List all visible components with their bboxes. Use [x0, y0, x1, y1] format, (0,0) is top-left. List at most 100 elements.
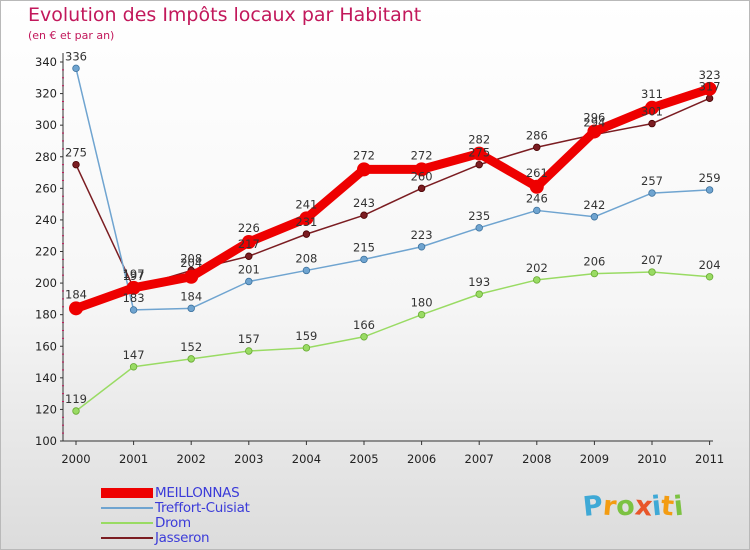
data-point-drom: [187, 355, 195, 363]
data-point-treffort-cuisiat: [705, 186, 714, 194]
data-label-meillonnas: 296: [583, 110, 605, 124]
data-point-treffort-cuisiat: [302, 266, 311, 275]
data-point-jasseron: [360, 211, 368, 219]
legend-label-treffort-cuisiat: Treffort-Cuisiat: [155, 500, 250, 516]
series-line-meillonnas: [71, 84, 715, 313]
data-label-meillonnas: 204: [180, 256, 202, 270]
data-label-meillonnas: 241: [295, 197, 317, 211]
x-tick-label: 2011: [695, 452, 724, 466]
data-point-meillonnas: [299, 211, 314, 226]
legend-label-meillonnas: MEILLONNAS: [155, 485, 240, 501]
data-point-treffort-cuisiat: [417, 243, 426, 251]
data-label-drom: 166: [353, 318, 375, 332]
data-point-meillonnas: [529, 179, 544, 194]
data-label-treffort-cuisiat: 242: [583, 198, 605, 212]
y-tick-label: 220: [35, 245, 57, 259]
data-point-meillonnas: [472, 146, 487, 161]
series-line-drom: [75, 271, 711, 412]
data-point-drom: [72, 407, 80, 415]
legend-swatch-treffort-cuisiat: [101, 507, 153, 509]
data-label-treffort-cuisiat: 215: [353, 240, 375, 254]
data-label-jasseron: 275: [65, 146, 87, 160]
data-point-treffort-cuisiat: [475, 224, 483, 232]
x-tick-label: 2004: [292, 452, 321, 466]
x-tick-label: 2010: [637, 452, 666, 466]
data-point-meillonnas: [645, 100, 659, 115]
data-point-treffort-cuisiat: [129, 306, 138, 314]
x-tick-label: 2001: [119, 452, 148, 466]
data-label-drom: 207: [641, 253, 663, 267]
x-tick-label: 2006: [407, 452, 436, 466]
data-label-meillonnas: 272: [411, 148, 433, 162]
data-label-treffort-cuisiat: 184: [180, 289, 202, 303]
data-label-meillonnas: 272: [353, 148, 375, 162]
data-point-drom: [590, 269, 599, 278]
data-labels-layer: 275 197 208 217 231 243 260 275 286 294 301 317 119 1…: [65, 49, 721, 406]
data-point-jasseron: [533, 143, 541, 151]
data-label-meillonnas: 261: [526, 166, 548, 180]
data-point-drom: [648, 268, 656, 276]
data-point-treffort-cuisiat: [72, 64, 80, 73]
data-point-jasseron: [417, 184, 426, 193]
data-point-meillonnas: [241, 235, 256, 250]
data-label-drom: 180: [411, 296, 433, 310]
series-line-jasseron: [75, 97, 711, 289]
data-point-drom: [705, 273, 714, 281]
data-label-jasseron: 217: [238, 237, 260, 251]
data-point-treffort-cuisiat: [648, 189, 656, 197]
series-line-treffort-cuisiat: [75, 67, 711, 311]
data-point-treffort-cuisiat: [533, 206, 541, 215]
data-label-treffort-cuisiat: 235: [468, 209, 490, 223]
data-label-jasseron: 317: [699, 79, 721, 93]
data-point-jasseron: [302, 230, 311, 238]
data-label-jasseron: 260: [411, 169, 433, 183]
data-label-treffort-cuisiat: 259: [699, 171, 721, 185]
data-label-meillonnas: 184: [65, 287, 87, 301]
y-tick-label: 140: [35, 371, 57, 385]
x-tick-label: 2003: [234, 452, 263, 466]
data-label-treffort-cuisiat: 336: [65, 49, 87, 63]
data-label-drom: 119: [65, 392, 87, 406]
data-point-drom: [129, 363, 138, 371]
data-point-treffort-cuisiat: [187, 304, 195, 313]
data-point-treffort-cuisiat: [245, 277, 253, 286]
y-tick-label: 300: [35, 118, 57, 132]
data-label-meillonnas: 282: [468, 133, 490, 147]
proxiti-logo: Proxiti: [581, 490, 685, 523]
data-label-meillonnas: 197: [123, 267, 145, 281]
data-point-jasseron: [245, 252, 253, 260]
data-point-treffort-cuisiat: [590, 213, 599, 221]
data-point-meillonnas: [357, 162, 371, 177]
data-point-meillonnas: [126, 280, 141, 295]
data-point-meillonnas: [702, 81, 717, 96]
data-label-treffort-cuisiat: 201: [238, 263, 260, 277]
data-label-treffort-cuisiat: 246: [526, 191, 548, 205]
data-point-meillonnas: [414, 162, 429, 177]
data-point-drom: [245, 347, 253, 355]
legend-swatch-meillonnas: [101, 488, 153, 498]
data-label-jasseron: 294: [583, 116, 605, 130]
x-tick-label: 2008: [522, 452, 551, 466]
x-tick-label: 2005: [349, 452, 378, 466]
data-label-jasseron: 286: [526, 128, 548, 142]
y-tick-label: 260: [35, 181, 57, 195]
data-point-drom: [360, 333, 368, 341]
data-point-meillonnas: [587, 124, 602, 139]
y-tick-label: 120: [35, 402, 57, 416]
data-label-treffort-cuisiat: 223: [411, 228, 433, 242]
y-tick-label: 340: [35, 55, 57, 69]
data-label-drom: 147: [123, 348, 145, 362]
y-tick-label: 280: [35, 150, 57, 164]
y-tick-label: 320: [35, 87, 57, 101]
data-label-jasseron: 275: [468, 146, 490, 160]
data-point-jasseron: [705, 94, 714, 103]
data-label-drom: 193: [468, 275, 490, 289]
legend-swatch-jasseron: [101, 537, 153, 539]
y-tick-label: 180: [35, 308, 57, 322]
data-label-drom: 152: [180, 340, 202, 354]
data-label-meillonnas: 311: [641, 87, 663, 101]
chart-title: Evolution des Impôts locaux par Habitant: [28, 4, 422, 26]
data-point-jasseron: [72, 160, 80, 169]
data-label-drom: 157: [238, 332, 260, 346]
